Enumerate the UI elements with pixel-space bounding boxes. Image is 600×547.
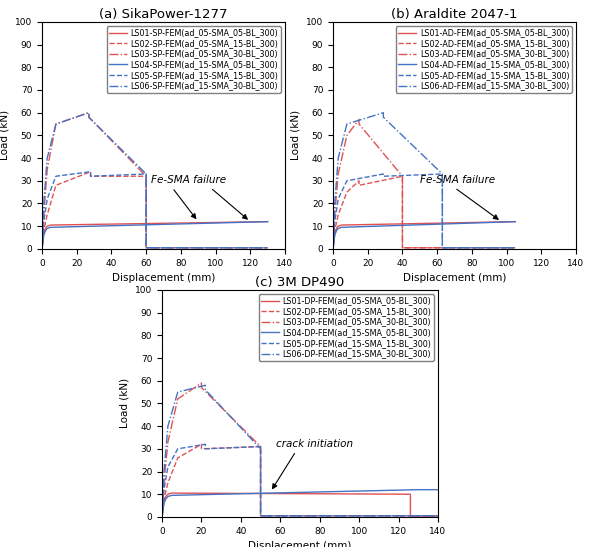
Legend: LS01-SP-FEM(ad_05-SMA_05-BL_300), LS02-SP-FEM(ad_05-SMA_15-BL_300), LS03-SP-FEM(: LS01-SP-FEM(ad_05-SMA_05-BL_300), LS02-S…: [107, 26, 281, 93]
X-axis label: Displacement (mm): Displacement (mm): [248, 541, 352, 547]
Text: Fe-SMA failure: Fe-SMA failure: [420, 176, 495, 185]
Y-axis label: Load (kN): Load (kN): [290, 110, 301, 160]
Y-axis label: Load (kN): Load (kN): [0, 110, 10, 160]
Text: Fe-SMA failure: Fe-SMA failure: [151, 176, 226, 185]
Legend: LS01-AD-FEM(ad_05-SMA_05-BL_300), LS02-AD-FEM(ad_05-SMA_15-BL_300), LS03-AD-FEM(: LS01-AD-FEM(ad_05-SMA_05-BL_300), LS02-A…: [396, 26, 572, 93]
Y-axis label: Load (kN): Load (kN): [119, 379, 130, 428]
Title: (b) Araldite 2047-1: (b) Araldite 2047-1: [391, 8, 518, 21]
X-axis label: Displacement (mm): Displacement (mm): [403, 273, 506, 283]
Legend: LS01-DP-FEM(ad_05-SMA_05-BL_300), LS02-DP-FEM(ad_05-SMA_15-BL_300), LS03-DP-FEM(: LS01-DP-FEM(ad_05-SMA_05-BL_300), LS02-D…: [259, 294, 434, 361]
Title: (c) 3M DP490: (c) 3M DP490: [256, 276, 344, 289]
X-axis label: Displacement (mm): Displacement (mm): [112, 273, 215, 283]
Text: crack initiation: crack initiation: [277, 439, 353, 449]
Title: (a) SikaPower-1277: (a) SikaPower-1277: [99, 8, 228, 21]
